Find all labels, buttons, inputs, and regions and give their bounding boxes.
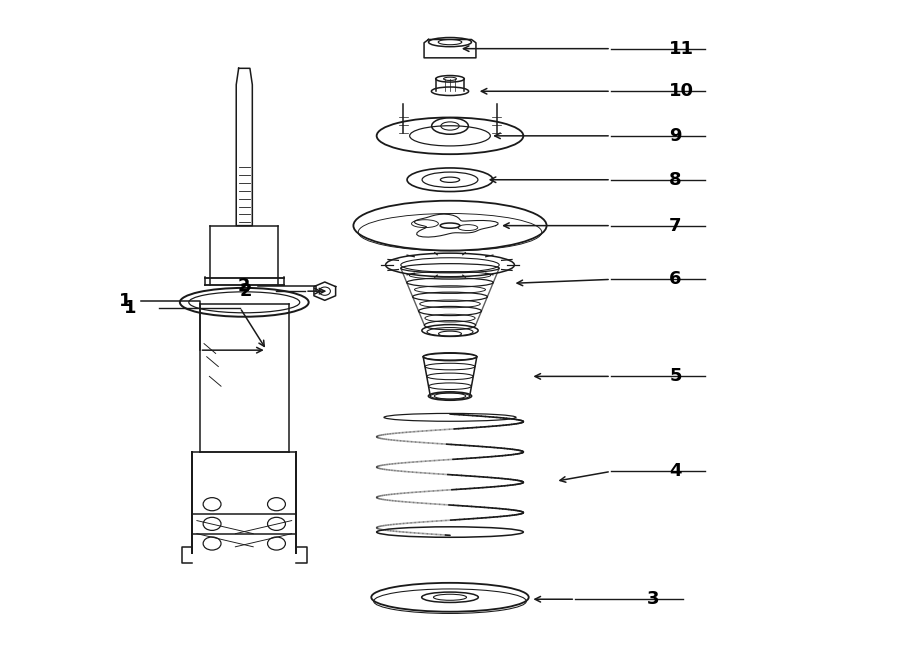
Text: 1: 1 bbox=[123, 299, 136, 317]
Text: 7: 7 bbox=[669, 217, 681, 235]
Text: 8: 8 bbox=[669, 171, 682, 189]
Text: 4: 4 bbox=[669, 463, 681, 481]
Text: 2: 2 bbox=[238, 277, 250, 295]
Text: 6: 6 bbox=[669, 270, 681, 288]
Text: 9: 9 bbox=[669, 127, 681, 145]
Text: 3: 3 bbox=[647, 590, 660, 608]
Text: 1: 1 bbox=[119, 292, 131, 310]
Text: 5: 5 bbox=[669, 368, 681, 385]
Text: 11: 11 bbox=[669, 40, 694, 58]
Text: 2: 2 bbox=[239, 282, 252, 300]
Text: 10: 10 bbox=[669, 82, 694, 100]
